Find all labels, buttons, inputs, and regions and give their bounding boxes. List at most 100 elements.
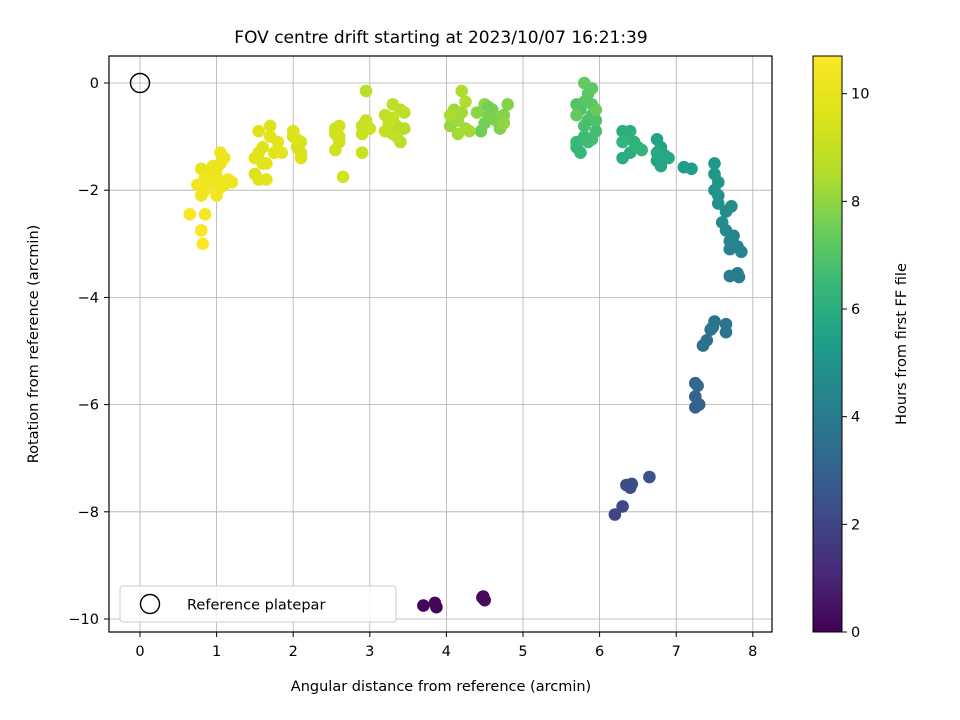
data-point <box>196 237 210 251</box>
legend-label-reference: Reference platepar <box>187 598 325 614</box>
data-point <box>725 200 738 213</box>
data-point <box>732 270 746 284</box>
colorbar-tick-label: 4 <box>851 410 860 426</box>
data-point <box>715 216 729 229</box>
data-point <box>332 119 346 133</box>
y-tick-label: −4 <box>78 290 99 306</box>
data-point <box>654 159 668 173</box>
grid-lines <box>109 56 772 632</box>
data-point <box>195 189 208 202</box>
colorbar-ticks: 0 2 4 6 8 10 <box>842 87 869 641</box>
data-point <box>214 146 227 159</box>
x-tick-label: 7 <box>672 644 681 660</box>
reference-point-marker <box>129 72 151 94</box>
data-point <box>290 133 304 146</box>
data-point <box>443 108 457 122</box>
data-point <box>260 157 273 170</box>
chart-title: FOV centre drift starting at 2023/10/07 … <box>234 28 647 48</box>
legend: Reference platepar <box>119 585 397 623</box>
legend-box <box>119 585 397 623</box>
colorbar-label: Hours from first FF file <box>894 263 910 425</box>
data-point <box>470 106 484 119</box>
x-tick-label: 8 <box>748 644 757 660</box>
data-point <box>691 379 704 393</box>
data-point <box>451 127 465 141</box>
colorbar-tick-label: 10 <box>851 87 869 103</box>
data-point <box>417 599 430 612</box>
y-axis-ticks: 0 −2 −4 −6 −8 −10 <box>68 76 109 628</box>
data-point <box>685 162 698 176</box>
data-point <box>719 325 733 339</box>
data-point <box>574 146 587 159</box>
x-tick-label: 2 <box>289 644 298 660</box>
plot-area-frame <box>108 55 773 633</box>
y-tick-label: −6 <box>78 398 99 414</box>
x-tick-label: 0 <box>135 644 144 660</box>
data-point <box>359 84 373 98</box>
data-point <box>455 84 469 98</box>
data-point <box>589 114 603 127</box>
colorbar-tick-label: 0 <box>851 625 860 641</box>
colorbar-tick-label: 2 <box>851 517 860 533</box>
data-point <box>625 477 639 491</box>
colorbar: 0 2 4 6 8 10 Hours from first FF file <box>812 55 910 641</box>
data-point <box>195 224 208 237</box>
data-point <box>329 143 342 157</box>
data-point <box>623 124 637 138</box>
data-point <box>430 600 443 614</box>
data-point <box>635 143 648 157</box>
data-point <box>198 208 212 221</box>
data-point <box>463 124 476 138</box>
colorbar-tick-label: 6 <box>851 302 860 318</box>
data-point <box>378 124 392 138</box>
colorbar-tick-label: 8 <box>851 194 860 210</box>
data-point <box>218 178 231 192</box>
data-point <box>662 151 675 165</box>
y-tick-label: 0 <box>90 76 99 92</box>
y-tick-label: −2 <box>78 183 99 199</box>
data-point <box>394 103 407 117</box>
data-point <box>355 146 369 159</box>
data-point <box>198 170 212 184</box>
data-point <box>252 124 265 138</box>
data-point <box>183 208 197 221</box>
data-point <box>643 470 656 484</box>
data-point <box>570 108 583 122</box>
data-point <box>706 320 720 334</box>
data-point <box>616 500 629 513</box>
data-point <box>275 146 289 159</box>
data-point <box>476 590 490 603</box>
data-point <box>501 98 514 111</box>
data-point <box>708 157 721 170</box>
data-point <box>206 159 220 173</box>
y-tick-label: −8 <box>78 505 99 521</box>
data-point <box>608 508 622 521</box>
x-tick-label: 4 <box>442 644 451 660</box>
data-point <box>616 135 629 149</box>
y-tick-label: −10 <box>68 612 99 628</box>
x-tick-label: 1 <box>212 644 221 660</box>
x-axis-label: Angular distance from reference (arcmin) <box>291 679 591 695</box>
data-point <box>386 111 400 125</box>
data-point <box>294 151 308 165</box>
data-point <box>263 119 277 133</box>
data-point <box>390 130 403 143</box>
y-axis-label: Rotation from reference (arcmin) <box>26 225 42 464</box>
x-tick-label: 6 <box>595 644 604 660</box>
data-point <box>248 151 262 165</box>
data-point <box>735 245 748 259</box>
data-point <box>459 95 472 109</box>
data-point <box>700 334 714 347</box>
data-points <box>183 76 748 614</box>
data-point <box>455 106 469 119</box>
data-point <box>191 178 204 192</box>
colorbar-gradient <box>812 55 843 633</box>
data-point <box>497 116 511 130</box>
data-point <box>256 141 269 154</box>
reference-point-layer <box>129 72 151 94</box>
data-point <box>708 167 721 181</box>
x-tick-label: 3 <box>365 644 374 660</box>
data-point <box>363 122 377 135</box>
data-point <box>578 76 591 90</box>
